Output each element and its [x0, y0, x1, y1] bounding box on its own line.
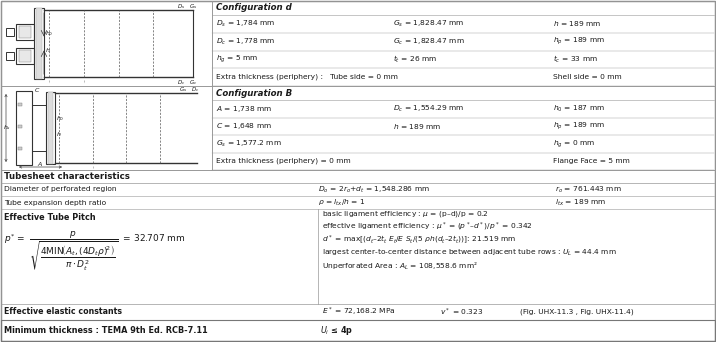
Text: Tube expansion depth ratio: Tube expansion depth ratio: [4, 199, 106, 206]
Text: $D_s$ = 1,784 mm: $D_s$ = 1,784 mm: [216, 19, 276, 29]
Text: basic ligament efficiency : $\mu$ = (p–d)/p = 0.2: basic ligament efficiency : $\mu$ = (p–d…: [322, 209, 489, 219]
Text: Flange Face = 5 mm: Flange Face = 5 mm: [553, 158, 630, 164]
Text: $C$ = 1,648 mm: $C$ = 1,648 mm: [216, 121, 272, 131]
Bar: [32, 105, 46, 150]
Text: $G_s$ = 1,828.47 mm: $G_s$ = 1,828.47 mm: [392, 19, 464, 29]
Text: $h_0$ = 187 mm: $h_0$ = 187 mm: [553, 104, 605, 114]
Text: Minimum thickness : TEMA 9th Ed. RCB-7.11: Minimum thickness : TEMA 9th Ed. RCB-7.1…: [4, 326, 208, 335]
Text: $D_c$ = 1,778 mm: $D_c$ = 1,778 mm: [216, 37, 276, 47]
Bar: [16, 48, 34, 64]
Text: largest center-to-center distance between adjacent tube rows : $U_L$ = 44.4 mm: largest center-to-center distance betwee…: [322, 248, 617, 258]
Text: $h$: $h$: [45, 45, 51, 53]
Text: $D_c$: $D_c$: [177, 79, 185, 88]
Text: $h$ = 189 mm: $h$ = 189 mm: [553, 19, 601, 28]
Text: Unperforated Area : $A_L$ = 108,558.6 mm²: Unperforated Area : $A_L$ = 108,558.6 mm…: [322, 260, 478, 272]
Text: Tubesheet characteristics: Tubesheet characteristics: [4, 172, 130, 181]
Bar: [16, 91, 32, 165]
Text: Shell side = 0 mm: Shell side = 0 mm: [553, 74, 622, 80]
Text: $h$: $h$: [56, 130, 62, 138]
Text: $p^{*}$ =  $\dfrac{p}{\sqrt{\dfrac{4\mathrm{MIN}\!\left(A_t,(4D_t\rho)^{\!2}\rig: $p^{*}$ = $\dfrac{p}{\sqrt{\dfrac{4\math…: [4, 229, 185, 272]
Text: $h_p$ = 189 mm: $h_p$ = 189 mm: [553, 36, 605, 48]
Text: $A$ = 1,738 mm: $A$ = 1,738 mm: [216, 104, 272, 114]
Text: $G_s$: $G_s$: [189, 2, 197, 11]
Text: $D_c$: $D_c$: [191, 86, 199, 94]
Text: $d^*$ = max[($d_t$–2$t_t$ $E_t$/$E$ $S_t$/(5 $\rho h$($d_t$–2$t_t$))]: 21.519 mm: $d^*$ = max[($d_t$–2$t_t$ $E_t$/$E$ $S_t…: [322, 234, 516, 246]
Text: $t_c$ = 33 mm: $t_c$ = 33 mm: [553, 54, 599, 65]
Text: Effective elastic constants: Effective elastic constants: [4, 307, 122, 316]
Text: $l_{tx}$ = 189 mm: $l_{tx}$ = 189 mm: [555, 197, 606, 208]
Text: Configuration B: Configuration B: [216, 89, 292, 97]
Text: $h_g$ = 0 mm: $h_g$ = 0 mm: [553, 138, 596, 149]
Bar: [19, 26, 31, 38]
Bar: [19, 50, 31, 62]
Bar: [34, 8, 44, 79]
Bar: [1, 320, 715, 341]
Text: Extra thickness (periphery) :   Tube side = 0 mm: Extra thickness (periphery) : Tube side …: [216, 74, 398, 80]
Text: $h_p$ = 189 mm: $h_p$ = 189 mm: [553, 120, 605, 132]
Text: Effective Tube Pitch: Effective Tube Pitch: [4, 212, 96, 222]
Text: $C$: $C$: [34, 86, 40, 94]
Text: (Fig. UHX-11.3 , Fig. UHX-11.4): (Fig. UHX-11.3 , Fig. UHX-11.4): [520, 309, 634, 315]
Bar: [1, 86, 715, 170]
Text: $t_t$ = 26 mm: $t_t$ = 26 mm: [392, 54, 437, 65]
Text: $D_c$ = 1,554.29 mm: $D_c$ = 1,554.29 mm: [392, 104, 464, 114]
Text: $G_s$: $G_s$: [179, 86, 187, 94]
Text: $\rho$ = $l_{tx}$/$h$ = 1: $\rho$ = $l_{tx}$/$h$ = 1: [318, 197, 366, 208]
Bar: [1, 170, 715, 320]
Bar: [48, 92, 53, 164]
Text: $U_i$ ≤ 4p: $U_i$ ≤ 4p: [320, 324, 353, 337]
Bar: [18, 103, 22, 106]
Text: $D_o$ = 2$r_o$+$d_t$ = 1,548.286 mm: $D_o$ = 2$r_o$+$d_t$ = 1,548.286 mm: [318, 184, 430, 195]
Text: $E^*$ = 72,168.2 MPa: $E^*$ = 72,168.2 MPa: [322, 306, 395, 318]
Text: $v^*$ = 0.323: $v^*$ = 0.323: [440, 306, 483, 318]
Text: $G_s$ = 1,577.2 mm: $G_s$ = 1,577.2 mm: [216, 139, 281, 149]
Text: effective ligament efficiency : $\mu^*$ = ($p^*$–$d^*$)/$p^*$ = 0.342: effective ligament efficiency : $\mu^*$ …: [322, 221, 533, 233]
Text: $h$ = 189 mm: $h$ = 189 mm: [392, 122, 441, 131]
Text: Configuration d: Configuration d: [216, 3, 291, 13]
Bar: [46, 92, 55, 164]
Text: $h_g$ = 5 mm: $h_g$ = 5 mm: [216, 54, 258, 65]
Text: $G_c$ = 1,828.47 mm: $G_c$ = 1,828.47 mm: [392, 37, 465, 47]
Bar: [16, 24, 34, 39]
Text: $r_o$ = 761.443 mm: $r_o$ = 761.443 mm: [555, 184, 621, 195]
Text: $G_c$: $G_c$: [189, 79, 198, 88]
Text: $h_0$: $h_0$: [56, 114, 64, 123]
Text: $h_0$: $h_0$: [45, 29, 54, 38]
Bar: [36, 8, 42, 79]
Bar: [18, 125, 22, 128]
Text: Extra thickness (periphery) = 0 mm: Extra thickness (periphery) = 0 mm: [216, 158, 351, 165]
Text: $D_s$: $D_s$: [177, 2, 185, 11]
Text: $h_s$: $h_s$: [3, 123, 11, 132]
Bar: [6, 27, 14, 36]
Bar: [1, 1, 715, 86]
Bar: [6, 52, 14, 60]
Text: Diameter of perforated region: Diameter of perforated region: [4, 186, 117, 193]
Bar: [18, 147, 22, 150]
Text: $A$: $A$: [37, 160, 44, 168]
